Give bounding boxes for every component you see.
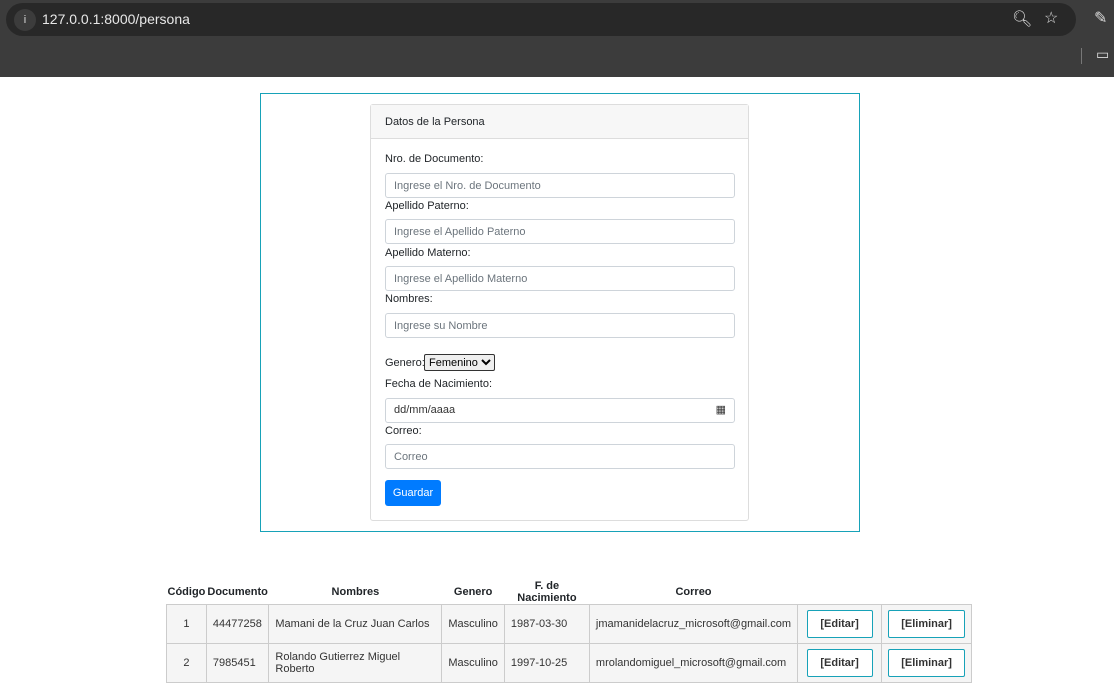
header-nombres: Nombres bbox=[331, 586, 380, 598]
folder-icon[interactable]: ▭ bbox=[1096, 46, 1110, 62]
cell-genero: Masculino bbox=[441, 604, 505, 644]
header-codigo: Código bbox=[167, 586, 206, 598]
cell-correo: jmamanidelacruz_microsoft@gmail.com bbox=[588, 604, 799, 644]
cell-documento: 7985451 bbox=[205, 643, 270, 683]
header-genero: Genero bbox=[453, 586, 493, 598]
paterno-label: Apellido Paterno: bbox=[385, 200, 469, 212]
browser-toolbar: i 127.0.0.1:8000/persona 🔍︎ ☆ ✎ ▭ bbox=[0, 0, 1114, 77]
cell-fecha: 1987-03-30 bbox=[503, 604, 590, 644]
zoom-icon[interactable]: 🔍︎ bbox=[1012, 11, 1033, 28]
cell-documento: 44477258 bbox=[205, 604, 270, 644]
delete-button[interactable]: [Eliminar] bbox=[888, 610, 966, 638]
star-icon[interactable]: ☆ bbox=[1044, 10, 1059, 27]
materno-input[interactable] bbox=[385, 266, 735, 291]
fecha-placeholder: dd/mm/aaaa bbox=[394, 404, 456, 416]
cell-correo: mrolandomiguel_microsoft@gmail.com bbox=[588, 643, 799, 683]
divider bbox=[1081, 48, 1082, 64]
header-correo: Correo bbox=[675, 586, 712, 598]
table-row: 1 44477258 Mamani de la Cruz Juan Carlos… bbox=[166, 604, 973, 644]
personas-table: Código Documento Nombres Genero F. de Na… bbox=[166, 580, 973, 683]
table-row: 2 7985451 Rolando Gutierrez Miguel Rober… bbox=[166, 643, 973, 683]
cell-codigo: 1 bbox=[166, 604, 207, 644]
cell-fecha: 1997-10-25 bbox=[503, 643, 590, 683]
card-header: Datos de la Persona bbox=[371, 105, 748, 139]
documento-input[interactable] bbox=[385, 173, 735, 198]
url-text[interactable]: 127.0.0.1:8000/persona bbox=[42, 11, 190, 27]
address-bar[interactable]: i 127.0.0.1:8000/persona bbox=[6, 3, 1076, 36]
cell-genero: Masculino bbox=[441, 643, 505, 683]
cell-codigo: 2 bbox=[166, 643, 207, 683]
header-documento: Documento bbox=[207, 586, 268, 598]
persona-card: Datos de la Persona bbox=[370, 104, 749, 521]
genero-select[interactable]: Femenino bbox=[424, 354, 495, 371]
correo-label: Correo: bbox=[385, 425, 422, 437]
materno-label: Apellido Materno: bbox=[385, 247, 471, 259]
nombres-label: Nombres: bbox=[385, 293, 433, 305]
calendar-icon[interactable]: ▦ bbox=[715, 404, 726, 416]
nombres-input[interactable] bbox=[385, 313, 735, 338]
fecha-input[interactable]: dd/mm/aaaa ▦ bbox=[385, 398, 735, 423]
header-fecha: F. de Nacimiento bbox=[517, 580, 577, 604]
correo-input[interactable] bbox=[385, 444, 735, 469]
fecha-label: Fecha de Nacimiento: bbox=[385, 378, 492, 390]
genero-label: Genero: bbox=[385, 357, 425, 369]
paterno-input[interactable] bbox=[385, 219, 735, 244]
cell-nombres: Mamani de la Cruz Juan Carlos bbox=[268, 604, 443, 644]
edit-button[interactable]: [Editar] bbox=[806, 610, 873, 638]
edit-button[interactable]: [Editar] bbox=[806, 649, 873, 677]
delete-button[interactable]: [Eliminar] bbox=[888, 649, 966, 677]
documento-label: Nro. de Documento: bbox=[385, 153, 484, 165]
cell-nombres: Rolando Gutierrez Miguel Roberto bbox=[268, 643, 443, 683]
eyedropper-icon[interactable]: ✎ bbox=[1094, 10, 1108, 27]
info-icon[interactable]: i bbox=[14, 9, 36, 31]
guardar-button[interactable]: Guardar bbox=[385, 480, 441, 506]
form-container bbox=[260, 93, 860, 532]
